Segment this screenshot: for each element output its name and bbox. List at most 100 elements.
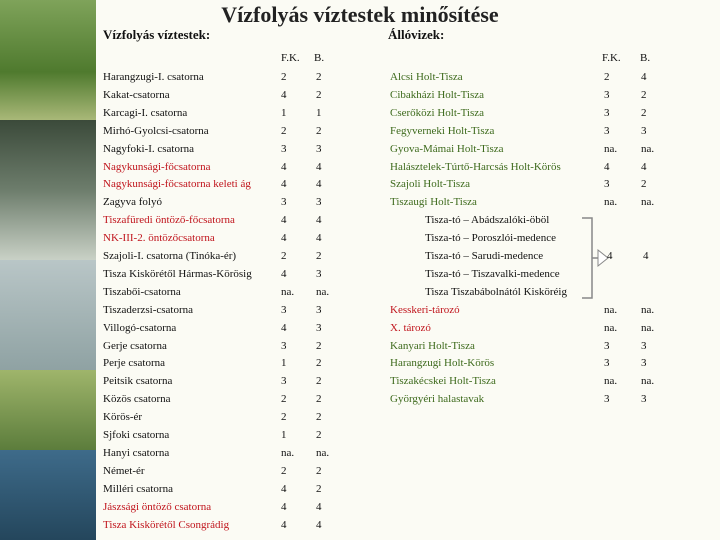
row-fk: 2 [281, 393, 287, 406]
photo-marsh [0, 370, 96, 450]
col-header: B. [640, 52, 651, 64]
row-fk: 3 [604, 106, 610, 119]
group-item: Tisza-tó – Sarudi-medence [425, 250, 544, 262]
row-fk: 1 [281, 357, 287, 370]
row-name: Halásztelek-Túrtő-Harcsás Holt-Körös [390, 160, 561, 173]
row-b: 2 [316, 482, 322, 495]
row-fk: 3 [604, 88, 610, 101]
row-b: 3 [641, 357, 647, 370]
group-item: Tisza-tó – Abádszalóki-öböl [425, 214, 550, 227]
col-header: B. [314, 52, 325, 64]
row-b: na. [641, 375, 655, 388]
row-name: Nagyfoki-I. csatorna [103, 142, 195, 155]
row-fk: 3 [281, 375, 287, 388]
row-name: Gerje csatorna [103, 339, 167, 352]
photo-weir [0, 120, 96, 260]
row-fk: 3 [604, 178, 610, 191]
row-name: Tiszaderzsi-csatorna [103, 303, 194, 316]
row-name: Györgyéri halastavak [390, 393, 485, 406]
row-name: X. tározó [390, 321, 431, 334]
row-b: 4 [316, 500, 322, 513]
row-b: na. [641, 196, 655, 209]
row-b: 2 [316, 88, 322, 101]
row-fk: na. [604, 303, 618, 316]
row-b: 4 [641, 71, 647, 83]
row-name: Tiszaugi Holt-Tisza [390, 196, 477, 209]
row-name: Jászsági öntöző csatorna [103, 500, 212, 513]
row-fk: na. [604, 375, 618, 388]
row-name: Milléri csatorna [103, 482, 173, 495]
row-b: 2 [316, 357, 322, 370]
row-b: 3 [316, 321, 322, 334]
row-fk: 4 [281, 178, 287, 191]
row-name: Kesskeri-tározó [390, 303, 460, 316]
row-b: 4 [316, 160, 322, 173]
row-fk: 4 [281, 232, 287, 245]
photo-river [0, 450, 96, 540]
row-name: Szajoli-I. csatorna (Tinóka-ér) [103, 250, 237, 262]
row-fk: 3 [604, 393, 610, 406]
row-fk: na. [281, 446, 295, 459]
row-name: Tiszakécskei Holt-Tisza [390, 375, 496, 388]
row-name: Cibakházi Holt-Tisza [390, 88, 484, 101]
right-heading: Állóvizek: [388, 27, 445, 42]
row-b: 4 [316, 518, 322, 531]
row-b: 2 [641, 178, 647, 191]
row-fk: na. [281, 285, 295, 298]
group-arrow [582, 217, 609, 299]
row-fk: 2 [281, 124, 287, 137]
group-item: Tisza-tó – Tiszavalki-medence [425, 267, 560, 280]
row-b: na. [641, 321, 655, 334]
row-fk: 4 [281, 518, 287, 531]
group-item: Tisza-tó – Poroszlói-medence [425, 232, 556, 245]
row-b: na. [641, 303, 655, 316]
row-b: 3 [641, 124, 647, 137]
row-b: 3 [316, 267, 322, 280]
row-name: Gyova-Mámai Holt-Tisza [390, 142, 504, 155]
col-header: F.K. [602, 52, 621, 64]
photo-cormorant [0, 260, 96, 370]
row-name: Körös-ér [103, 411, 143, 424]
row-fk: 4 [281, 267, 287, 280]
row-name: Harangzugi-I. csatorna [103, 71, 204, 83]
row-b: 2 [316, 124, 322, 137]
row-name: Sjfoki csatorna [103, 429, 170, 441]
row-name: Tiszafüredi öntöző-főcsatorna [103, 214, 235, 227]
row-name: Kakat-csatorna [103, 88, 170, 101]
row-name: Zagyva folyó [103, 196, 162, 209]
group-item: Tisza Tiszabábolnától Kisköréig [425, 285, 567, 298]
row-name: Alcsi Holt-Tisza [390, 71, 463, 83]
row-fk: 2 [281, 464, 287, 477]
row-fk: 1 [281, 429, 287, 441]
row-b: 2 [316, 393, 322, 406]
row-name: Villogó-csatorna [103, 321, 177, 334]
row-name: Tisza Kiskörétől Hármas-Körösig [103, 267, 252, 280]
row-b: 4 [316, 178, 322, 191]
row-b: na. [641, 142, 655, 155]
photo-reeds [0, 0, 96, 120]
row-b: 2 [641, 88, 647, 101]
row-name: Tiszabői-csatorna [103, 285, 181, 298]
row-b: 3 [316, 303, 322, 316]
row-fk: 2 [281, 250, 287, 262]
title: Vízfolyás víztestek minősítése [221, 2, 499, 27]
row-name: Karcagi-I. csatorna [103, 106, 188, 119]
row-fk: 2 [281, 411, 287, 424]
row-name: Német-ér [103, 464, 145, 477]
row-name: Tisza Kiskörétől Csongrádig [103, 518, 230, 531]
row-name: Harangzugi Holt-Körös [390, 357, 495, 370]
row-b: 3 [641, 393, 647, 406]
row-b: 2 [316, 250, 322, 262]
group-fk: 4 [607, 250, 613, 262]
row-name: Nagykunsági-főcsatorna keleti ág [103, 178, 251, 191]
row-name: Mirhó-Gyolcsi-csatorna [103, 124, 209, 137]
row-b: 2 [316, 464, 322, 477]
row-b: 4 [316, 214, 322, 227]
row-fk: na. [604, 321, 618, 334]
group-b: 4 [643, 250, 649, 262]
row-fk: 4 [281, 482, 287, 495]
row-fk: 4 [281, 88, 287, 101]
row-fk: 3 [281, 196, 287, 209]
row-fk: 4 [281, 160, 287, 173]
left-heading: Vízfolyás víztestek: [103, 27, 211, 42]
